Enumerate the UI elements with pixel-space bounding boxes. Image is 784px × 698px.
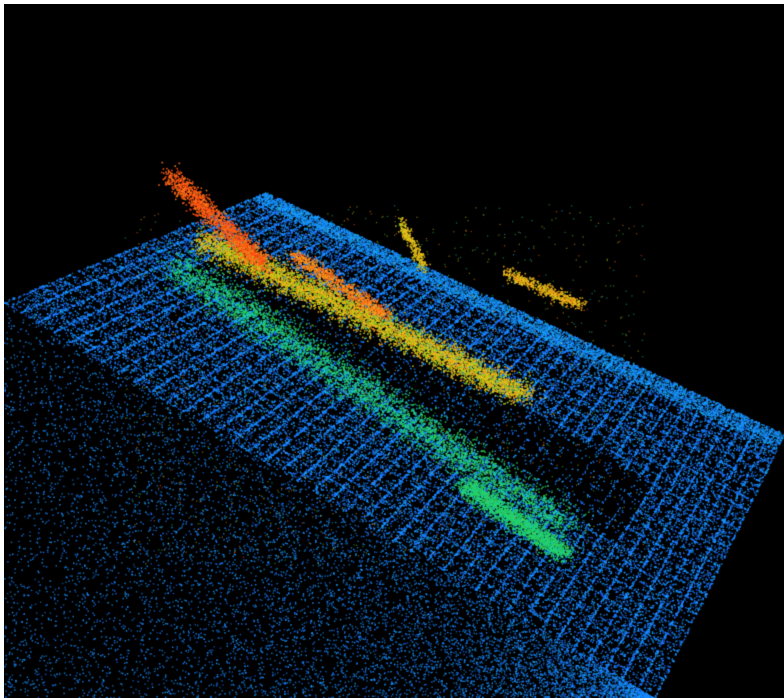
3d-viewport[interactable] xyxy=(4,4,784,698)
point-cloud-canvas[interactable] xyxy=(4,4,784,698)
